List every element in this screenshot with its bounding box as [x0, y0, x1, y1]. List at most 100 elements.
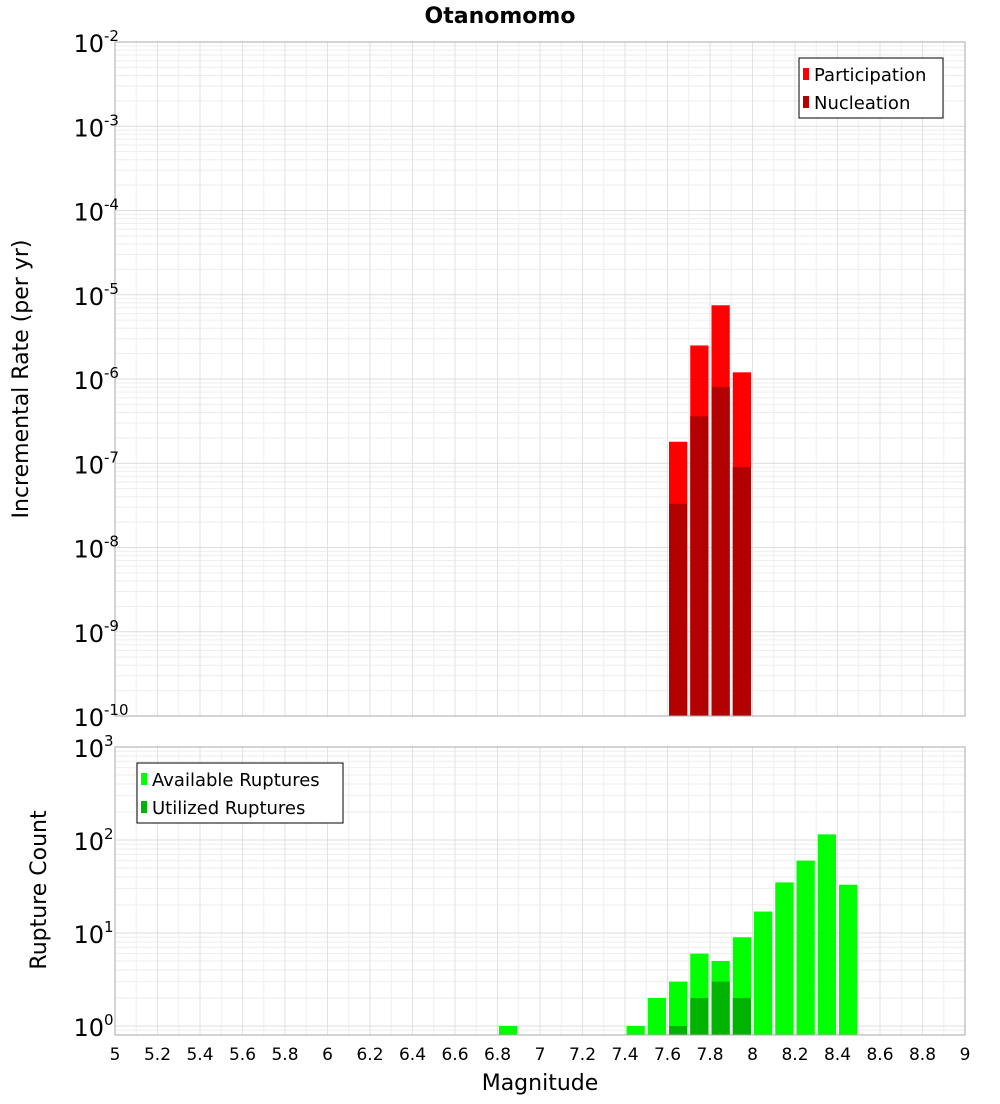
bar-overlay-utilized-ruptures [690, 997, 709, 1035]
y-tick-base: 10 [73, 451, 104, 479]
y-tick-base: 10 [73, 114, 104, 142]
x-tick-label: 7.4 [611, 1045, 638, 1065]
x-tick-label: 7 [535, 1045, 546, 1065]
legend-label: Participation [814, 65, 926, 86]
bar-overlay-utilized-ruptures [732, 997, 751, 1035]
legend-label: Utilized Ruptures [152, 798, 305, 819]
y-tick-exponent: 0 [104, 1011, 114, 1029]
legend-swatch [141, 773, 147, 785]
x-tick-label: 7.8 [696, 1045, 723, 1065]
x-tick-label: 7.6 [654, 1045, 681, 1065]
y-tick-label: 10 -4 [73, 196, 119, 227]
y-tick-exponent: -8 [104, 533, 119, 551]
y-tick-exponent: -3 [104, 111, 119, 129]
y-tick-base: 10 [73, 367, 104, 395]
x-tick-label: 8.8 [909, 1045, 936, 1065]
y-tick-exponent: 1 [104, 918, 114, 936]
x-tick-label: 6 [322, 1045, 333, 1065]
y-tick-label: 10 1 [73, 918, 113, 949]
y-tick-exponent: -6 [104, 364, 119, 382]
bar-available-ruptures [626, 1025, 645, 1035]
bar-available-ruptures [796, 860, 815, 1035]
x-tick-label: 5.2 [144, 1045, 171, 1065]
legend: Available Ruptures Utilized Ruptures [136, 762, 344, 824]
y-tick-base: 10 [73, 30, 104, 58]
x-tick-label: 9 [960, 1045, 971, 1065]
y-tick-exponent: -10 [104, 701, 129, 719]
x-tick-label: 6.6 [441, 1045, 468, 1065]
y-tick-exponent: -9 [104, 617, 119, 635]
legend-label: Available Ruptures [152, 770, 320, 791]
y-tick-label: 10 0 [73, 1011, 113, 1042]
bar-overlay-nucleation [732, 467, 751, 716]
y-tick-label: 10 -9 [73, 617, 119, 648]
y-tick-label: 10 -8 [73, 533, 119, 564]
y-tick-base: 10 [73, 620, 104, 648]
x-tick-label: 5 [110, 1045, 121, 1065]
y-tick-label: 10 3 [73, 732, 113, 763]
x-tick-label: 5.4 [186, 1045, 213, 1065]
legend-label: Nucleation [814, 93, 910, 114]
chart-title: Otanomomo [425, 4, 576, 29]
y-tick-label: 10 -7 [73, 448, 119, 479]
y-tick-exponent: 2 [104, 825, 114, 843]
y-tick-exponent: -2 [104, 27, 119, 45]
bar-overlay-utilized-ruptures [711, 981, 730, 1035]
top-panel: 10-210-310-410-510-610-710-810-910 -10Par… [73, 27, 966, 732]
x-tick-label: 8.2 [781, 1045, 808, 1065]
legend-box [136, 762, 344, 824]
y-tick-base: 10 [73, 704, 104, 732]
plot-frame [114, 746, 966, 1036]
y-tick-base: 10 [73, 199, 104, 227]
y-tick-exponent: -4 [104, 196, 119, 214]
y-tick-exponent: 3 [104, 732, 114, 750]
legend-swatch [803, 96, 809, 108]
x-tick-label: 8 [747, 1045, 758, 1065]
x-tick-label: 6.8 [484, 1045, 511, 1065]
legend-box [798, 57, 944, 119]
bar-overlay-nucleation [711, 387, 730, 716]
y-tick-base: 10 [73, 536, 104, 564]
x-axis: 5 5.2 5.4 5.6 5.8 6 6.2 6.4 6.6 6.8 7 7.2 7.4 7.6 7.8 8… [110, 1045, 971, 1065]
plot-frame [114, 41, 966, 717]
bar-available-ruptures [839, 884, 858, 1035]
legend-swatch [803, 68, 809, 80]
bar-overlay-utilized-ruptures [669, 1025, 688, 1035]
y-tick-label: 10 -2 [73, 27, 119, 58]
y-tick-label: 10 2 [73, 825, 113, 856]
x-tick-label: 8.4 [824, 1045, 851, 1065]
legend: Participation Nucleation [798, 57, 944, 119]
y-tick-label: 10 -6 [73, 364, 119, 395]
bottom-y-axis-label: Rupture Count [27, 810, 52, 970]
top-y-axis-label: Incremental Rate (per yr) [9, 240, 34, 519]
y-tick-base: 10 [73, 828, 104, 856]
y-tick-base: 10 [73, 283, 104, 311]
legend-swatch [141, 801, 147, 813]
y-tick-base: 10 [73, 1014, 104, 1042]
bar-overlay-nucleation [669, 503, 688, 716]
bar-available-ruptures [647, 997, 666, 1035]
y-tick-exponent: -5 [104, 280, 119, 298]
y-tick-label: 10 -3 [73, 111, 119, 142]
bar-available-ruptures [754, 911, 773, 1035]
y-tick-label: 10 -10 [73, 701, 128, 732]
y-tick-base: 10 [73, 735, 104, 763]
x-tick-label: 6.4 [399, 1045, 426, 1065]
x-tick-label: 8.6 [866, 1045, 893, 1065]
bar-available-ruptures [817, 834, 836, 1035]
bar-overlay-nucleation [690, 416, 709, 716]
x-tick-label: 7.2 [569, 1045, 596, 1065]
x-tick-label: 6.2 [356, 1045, 383, 1065]
bar-available-ruptures [499, 1025, 518, 1035]
x-axis-label: Magnitude [482, 1071, 599, 1096]
y-tick-base: 10 [73, 921, 104, 949]
bar-available-ruptures [669, 981, 688, 1035]
y-tick-label: 10 -5 [73, 280, 119, 311]
x-tick-label: 5.8 [271, 1045, 298, 1065]
x-tick-label: 5.6 [229, 1045, 256, 1065]
bar-available-ruptures [775, 882, 794, 1035]
y-tick-exponent: -7 [104, 448, 119, 466]
